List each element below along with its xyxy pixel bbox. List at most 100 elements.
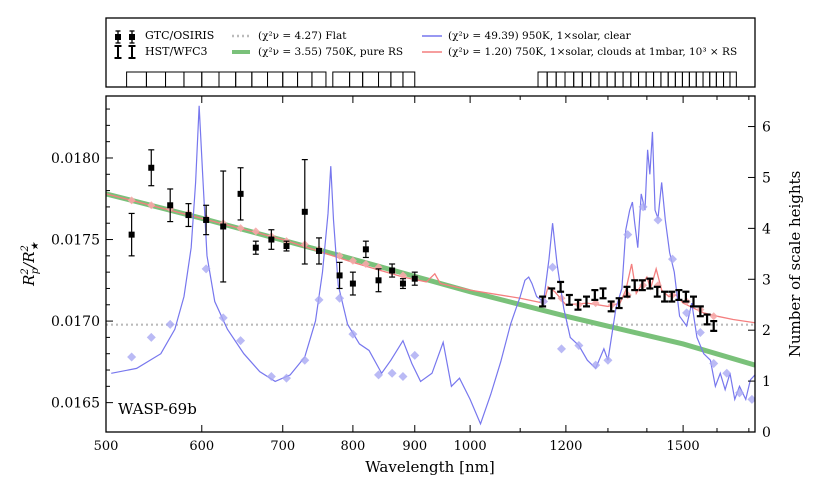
- gtc-point: [128, 231, 135, 238]
- bandpass-markers: [126, 71, 737, 87]
- legend-gtc-marker: [129, 34, 135, 40]
- y2-tick-label: 3: [762, 272, 771, 288]
- gtc-point: [203, 216, 210, 223]
- clear-binned-marker: [374, 370, 384, 380]
- y-axis-left-label: R2p/R2★: [20, 241, 41, 287]
- bandpass-hst: [590, 71, 600, 87]
- clear-binned-marker: [735, 388, 745, 398]
- series-hst-wfc3: [539, 277, 718, 332]
- y-tick-label: 0.0165: [51, 396, 100, 412]
- bandpass-hst: [581, 71, 592, 87]
- target-label: WASP-69b: [118, 400, 197, 418]
- plot-area: [106, 105, 755, 426]
- legend-entry-hst: HST/WFC3: [114, 45, 208, 59]
- clear-binned-marker: [747, 394, 755, 404]
- clear-binned-marker: [638, 202, 648, 212]
- bandpass-hst: [702, 71, 711, 87]
- y-axis-left: 0.0165 0.0170 0.0175 0.0180: [51, 108, 113, 412]
- x-tick-label: 600: [189, 439, 214, 454]
- bandpass-hst: [709, 71, 717, 87]
- clear-binned-marker: [709, 358, 719, 368]
- legend-entry-cloud: (χ²ν = 1.20) 750K, 1×solar, clouds at 1m…: [422, 46, 737, 58]
- svg-text:R2p/R2★: R2p/R2★: [20, 241, 41, 287]
- clear-binned-marker: [165, 319, 175, 329]
- gtc-point: [362, 246, 369, 253]
- bandpass-gtc: [183, 71, 203, 87]
- clear-binned-marker: [266, 372, 276, 382]
- bandpass-gtc: [402, 71, 416, 87]
- clear-binned-marker: [722, 368, 732, 378]
- legend-entry-flat: (χ²ν = 4.27) Flat: [232, 30, 347, 42]
- legend-gtc-marker: [115, 34, 121, 40]
- bandpass-gtc: [126, 71, 147, 87]
- clear-binned-marker: [695, 328, 705, 338]
- gtc-point: [237, 190, 244, 197]
- bandpass-hst: [630, 71, 640, 87]
- cloud-binned-marker: [251, 227, 260, 236]
- legend-box: [105, 17, 756, 88]
- bandpass-gtc: [282, 71, 299, 87]
- legend-label-hst: HST/WFC3: [145, 45, 208, 58]
- bandpass-gtc: [362, 71, 380, 87]
- legend-entry-clear: (χ²ν = 49.39) 950K, 1×solar, clear: [422, 30, 632, 42]
- legend-label-rs: (χ²ν = 3.55) 750K, pure RS: [258, 46, 403, 58]
- clear-binned-marker: [623, 230, 633, 240]
- y-tick-label: 0.0175: [51, 233, 100, 249]
- clear-binned-marker: [314, 295, 324, 305]
- series-clear-model: [111, 105, 755, 426]
- bandpass-gtc: [332, 71, 351, 87]
- clear-binned-marker: [653, 215, 663, 225]
- bandpass-hst: [723, 71, 731, 87]
- clear-binned-marker: [574, 341, 584, 351]
- bandpass-hst: [555, 71, 566, 87]
- legend-label-cloud: (χ²ν = 1.20) 750K, 1×solar, clouds at 1m…: [448, 46, 737, 58]
- gtc-point: [399, 280, 406, 287]
- bandpass-hst: [715, 71, 725, 87]
- clear-binned-marker: [603, 355, 613, 365]
- bandpass-gtc: [218, 71, 237, 87]
- x-tick-label: 900: [402, 439, 427, 454]
- legend-label-flat: (χ²ν = 4.27) Flat: [258, 30, 347, 42]
- cloud-binned-marker: [348, 256, 357, 265]
- bandpass-hst: [645, 71, 655, 87]
- legend-symbol-gtc: [115, 30, 135, 44]
- x-tick-label: 1500: [667, 439, 700, 454]
- cloud-binned-marker: [591, 299, 600, 308]
- x-tick-label: 1200: [549, 439, 582, 454]
- bandpass-hst: [660, 71, 669, 87]
- bandpass-hst: [622, 71, 632, 87]
- gtc-point: [167, 202, 174, 209]
- clear-model-line: [111, 105, 755, 426]
- clear-binned-marker: [387, 368, 397, 378]
- bandpass-hst: [695, 71, 704, 87]
- clear-binned-marker: [398, 372, 408, 382]
- bandpass-hst: [653, 71, 662, 87]
- cloud-model-line: [106, 193, 755, 324]
- y2-tick-label: 6: [762, 120, 771, 136]
- clear-binned-marker: [236, 336, 246, 346]
- gtc-point: [148, 164, 155, 171]
- x-tick-label: 800: [340, 439, 365, 454]
- bandpass-gtc: [165, 71, 185, 87]
- x-tick-label: 1000: [454, 439, 487, 454]
- clear-binned-marker: [348, 329, 358, 339]
- bandpass-hst: [606, 71, 616, 87]
- cloud-binned-marker: [398, 271, 407, 280]
- clear-binned-marker: [410, 350, 420, 360]
- clear-binned-marker: [682, 308, 692, 318]
- y2-tick-label: 5: [762, 170, 771, 186]
- clear-binned-marker: [335, 293, 345, 303]
- legend-entry-rs: (χ²ν = 3.55) 750K, pure RS: [232, 46, 403, 58]
- bandpass-hst: [729, 71, 737, 87]
- cloud-binned-marker: [361, 260, 370, 268]
- gtc-point: [283, 243, 290, 250]
- legend-symbol-hst: [114, 45, 136, 59]
- gtc-point: [336, 272, 343, 279]
- series-gtc-osiris: [128, 149, 418, 296]
- gtc-point: [315, 247, 322, 254]
- gtc-point: [389, 267, 396, 274]
- bandpass-hst: [598, 71, 608, 87]
- bandpass-gtc: [201, 71, 220, 87]
- bandpass-hst: [667, 71, 676, 87]
- y-tick-label: 0.0180: [51, 151, 100, 167]
